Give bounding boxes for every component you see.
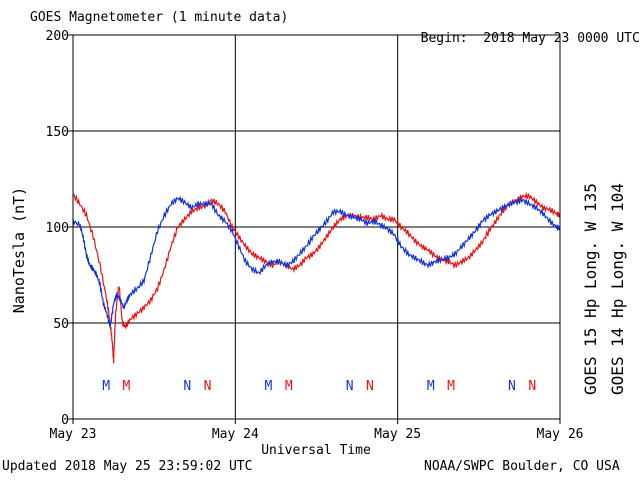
event-marker-m-1: M	[123, 379, 131, 394]
updated-timestamp: Updated 2018 May 25 23:59:02 UTC	[2, 459, 253, 474]
series-line-goes14	[72, 195, 561, 330]
y-tick-label-100: 100	[46, 221, 69, 236]
event-marker-m-4: M	[265, 379, 273, 394]
event-marker-m-9: M	[447, 379, 455, 394]
x-tick-label-1: May 24	[212, 427, 259, 442]
y-tick-label-50: 50	[53, 317, 69, 332]
y-tick-label-0: 0	[61, 413, 69, 428]
x-axis-ticks: May 23 May 24 May 25 May 26	[50, 419, 584, 442]
series-layer	[72, 191, 561, 364]
credit-label: NOAA/SWPC Boulder, CO USA	[424, 459, 620, 474]
grid-lines	[73, 35, 560, 419]
event-marker-n-7: N	[366, 379, 374, 394]
x-tick-label-3: May 26	[537, 427, 584, 442]
y-axis-label: NanoTesla (nT)	[10, 187, 28, 313]
chart-title: GOES Magnetometer (1 minute data)	[30, 10, 289, 25]
legend-goes15: GOES 15 Hp Long. W 135	[581, 183, 600, 395]
event-marker-m-8: M	[427, 379, 435, 394]
event-marker-n-2: N	[183, 379, 191, 394]
x-tick-label-2: May 25	[374, 427, 421, 442]
legend-goes14: GOES 14 Hp Long. W 104	[608, 183, 627, 395]
event-marker-n-10: N	[508, 379, 516, 394]
x-axis-label: Universal Time	[261, 443, 371, 458]
y-axis-ticks: 0 50 100 150 200	[46, 29, 73, 428]
event-marker-m-5: M	[285, 379, 293, 394]
event-marker-n-3: N	[204, 379, 212, 394]
event-marker-n-6: N	[346, 379, 354, 394]
event-marker-m-0: M	[102, 379, 110, 394]
series-line-goes15	[72, 191, 561, 364]
y-tick-label-200: 200	[46, 29, 69, 44]
y-tick-label-150: 150	[46, 125, 69, 140]
x-tick-label-0: May 23	[50, 427, 97, 442]
event-marker-n-11: N	[528, 379, 536, 394]
